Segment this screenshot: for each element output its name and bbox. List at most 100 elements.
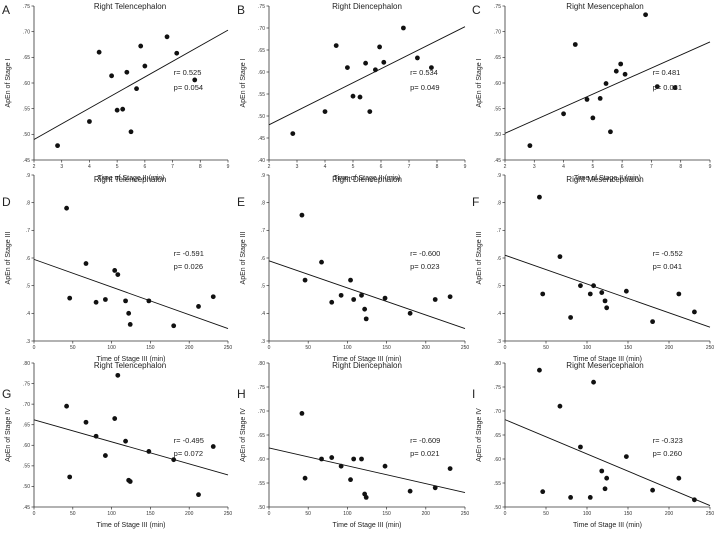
panel-g-y-tick-label: .60 [23, 443, 30, 449]
panel-b-y-tick-label: .55 [258, 92, 265, 98]
panel-e-x-label: Time of Stage III (min) [333, 356, 402, 363]
panel-e-data-point [351, 297, 357, 302]
panel-a-data-point [192, 77, 198, 83]
panel-h-x-tick-label: 50 [305, 511, 311, 517]
panel-g: G Right Telencephalon 0 50 100 150 200 250 .45 .5… [2, 361, 232, 529]
panel-i-data-point [599, 468, 605, 474]
panel-i-data-point [591, 379, 596, 385]
panel-i-x-tick-label: 0 [504, 511, 507, 517]
panel-g-x-tick-label: 50 [70, 511, 76, 517]
panel-h-x-tick-label: 250 [461, 511, 470, 517]
panel-d-data-point [115, 272, 121, 277]
panel-b-x-tick-label: 2 [268, 164, 271, 170]
panel-h-x-tick-label: 200 [422, 511, 431, 517]
panel-h-x-tick-label: 100 [343, 511, 352, 517]
panel-a-y-tick-label: .70 [23, 29, 30, 35]
panel-c-y-tick-label: .55 [494, 106, 501, 112]
panel-f-y-label: ApEn of Stage III [476, 231, 483, 284]
panel-g-regression-line [33, 419, 229, 476]
panel-c-x-tick-label: 5 [591, 164, 594, 170]
panel-c-x-tick-label: 7 [650, 164, 653, 170]
panel-g-data-point [93, 433, 99, 439]
panel-e-data-point [432, 297, 438, 302]
panel-e-data-point [359, 292, 364, 298]
panel-a-x-tick-label: 3 [60, 164, 63, 170]
panel-i-data-point [623, 454, 629, 459]
panel-h-data-point [329, 455, 335, 460]
panel-f-data-point [568, 315, 573, 320]
panel-b: B Right Diencephalon 2 3 4 5 6 7 8 9 .40 .45 .50 .55.… [237, 2, 467, 182]
panel-i-x-tick-label: 100 [583, 511, 592, 517]
panel-c-y-tick-label: .45 [494, 158, 501, 164]
panel-g-data-point [196, 492, 201, 498]
panel-g-data-point [146, 449, 152, 454]
panel-h-data-point [302, 475, 308, 481]
panel-h-data-point [319, 456, 324, 462]
panel-a-data-point [164, 34, 170, 40]
panel-b-data-point [290, 131, 296, 137]
panel-e-y-tick-label: .5 [261, 283, 265, 289]
panel-d-y-tick-label: .8 [26, 200, 30, 206]
panel-d-x-tick-label: 250 [224, 345, 233, 351]
panel-g-data-point [210, 444, 216, 449]
panel-a-data-point [174, 50, 180, 56]
panel-i-regression-line [504, 419, 711, 506]
panel-g-y-tick-label: .80 [23, 361, 30, 367]
panel-b-x-tick-label: 6 [380, 164, 383, 170]
panel-a-x-tick-label: 2 [33, 164, 36, 170]
panel-b-x-tick-label: 8 [436, 164, 439, 170]
panel-b-data-point [429, 65, 434, 70]
panel-a-data-point [55, 143, 60, 149]
panel-d-data-point [171, 323, 177, 329]
panel-h-data-point [363, 495, 369, 500]
panel-b-title: Right Diencephalon [332, 2, 402, 11]
panel-b-y-tick-label: .50 [258, 114, 265, 120]
panel-g-data-point [127, 479, 133, 484]
panel-f-data-point [650, 319, 655, 325]
panel-d-data-point [123, 298, 128, 304]
panel-f-regression-line [504, 254, 711, 328]
panel-h-y-tick-label: .70 [258, 409, 265, 415]
panel-f-data-point [602, 298, 608, 304]
panel-e: E Right Diencephalon 0 50 100 150 200 250 .3 .4 .5… [237, 173, 469, 363]
panel-c-y-tick-label: .60 [494, 81, 501, 87]
panel-i-r-value: r= -0.323 [653, 436, 683, 445]
panel-g-x-tick-label: 100 [107, 511, 116, 517]
panel-b-data-point [357, 94, 363, 100]
panel-g-data-point [83, 419, 89, 425]
panel-d-title: Right Telencephalon [94, 175, 166, 184]
panel-c-x-tick-label: 4 [562, 164, 565, 170]
panel-i-y-tick-label: .80 [494, 361, 501, 367]
panel-a-data-point [142, 63, 148, 69]
panel-c-data-point [590, 115, 596, 121]
panel-e-data-point [329, 299, 335, 305]
panel-f-y-tick-label: .6 [497, 256, 501, 262]
panel-g-p-value: p= 0.072 [174, 449, 203, 458]
panel-i: I Right Mesencephalon 0 50 100 150 200 250 .50 .5… [472, 361, 714, 529]
panel-e-x-tick-label: 50 [305, 345, 311, 351]
panel-c-y-tick-label: .50 [494, 132, 501, 138]
panel-a-x-tick-label: 7 [171, 164, 174, 170]
panel-b-data-point [415, 55, 420, 61]
panel-b-data-point [377, 44, 382, 50]
panel-f-p-value: p= 0.041 [653, 262, 682, 271]
panel-i-data-point [537, 367, 542, 373]
panel-b-data-point [345, 65, 350, 70]
panel-f-data-point [537, 194, 542, 200]
panel-b-y-tick-label: .70 [258, 26, 265, 32]
panel-f-x-tick-label: 100 [583, 345, 592, 351]
panel-c-r-value: r= 0.481 [653, 68, 681, 77]
panel-a-y-tick-label: .50 [23, 132, 30, 138]
panel-i-y-tick-label: .50 [494, 505, 501, 511]
panel-h-data-point [382, 463, 388, 469]
panel-f-x-tick-label: 250 [706, 345, 714, 351]
panel-i-data-point [676, 475, 682, 481]
panel-g-data-point [102, 453, 108, 458]
panel-b-x-tick-label: 4 [324, 164, 327, 170]
panel-g-data-point [123, 438, 128, 444]
panel-i-x-label: Time of Stage III (min) [573, 522, 642, 529]
panel-e-r-value: r= -0.600 [410, 249, 440, 258]
panel-c-x-label: Time of Stage II (min) [574, 175, 641, 182]
panel-d-y-tick-label: .9 [26, 173, 30, 179]
panel-f-title: Right Mesencephalon [566, 175, 643, 184]
